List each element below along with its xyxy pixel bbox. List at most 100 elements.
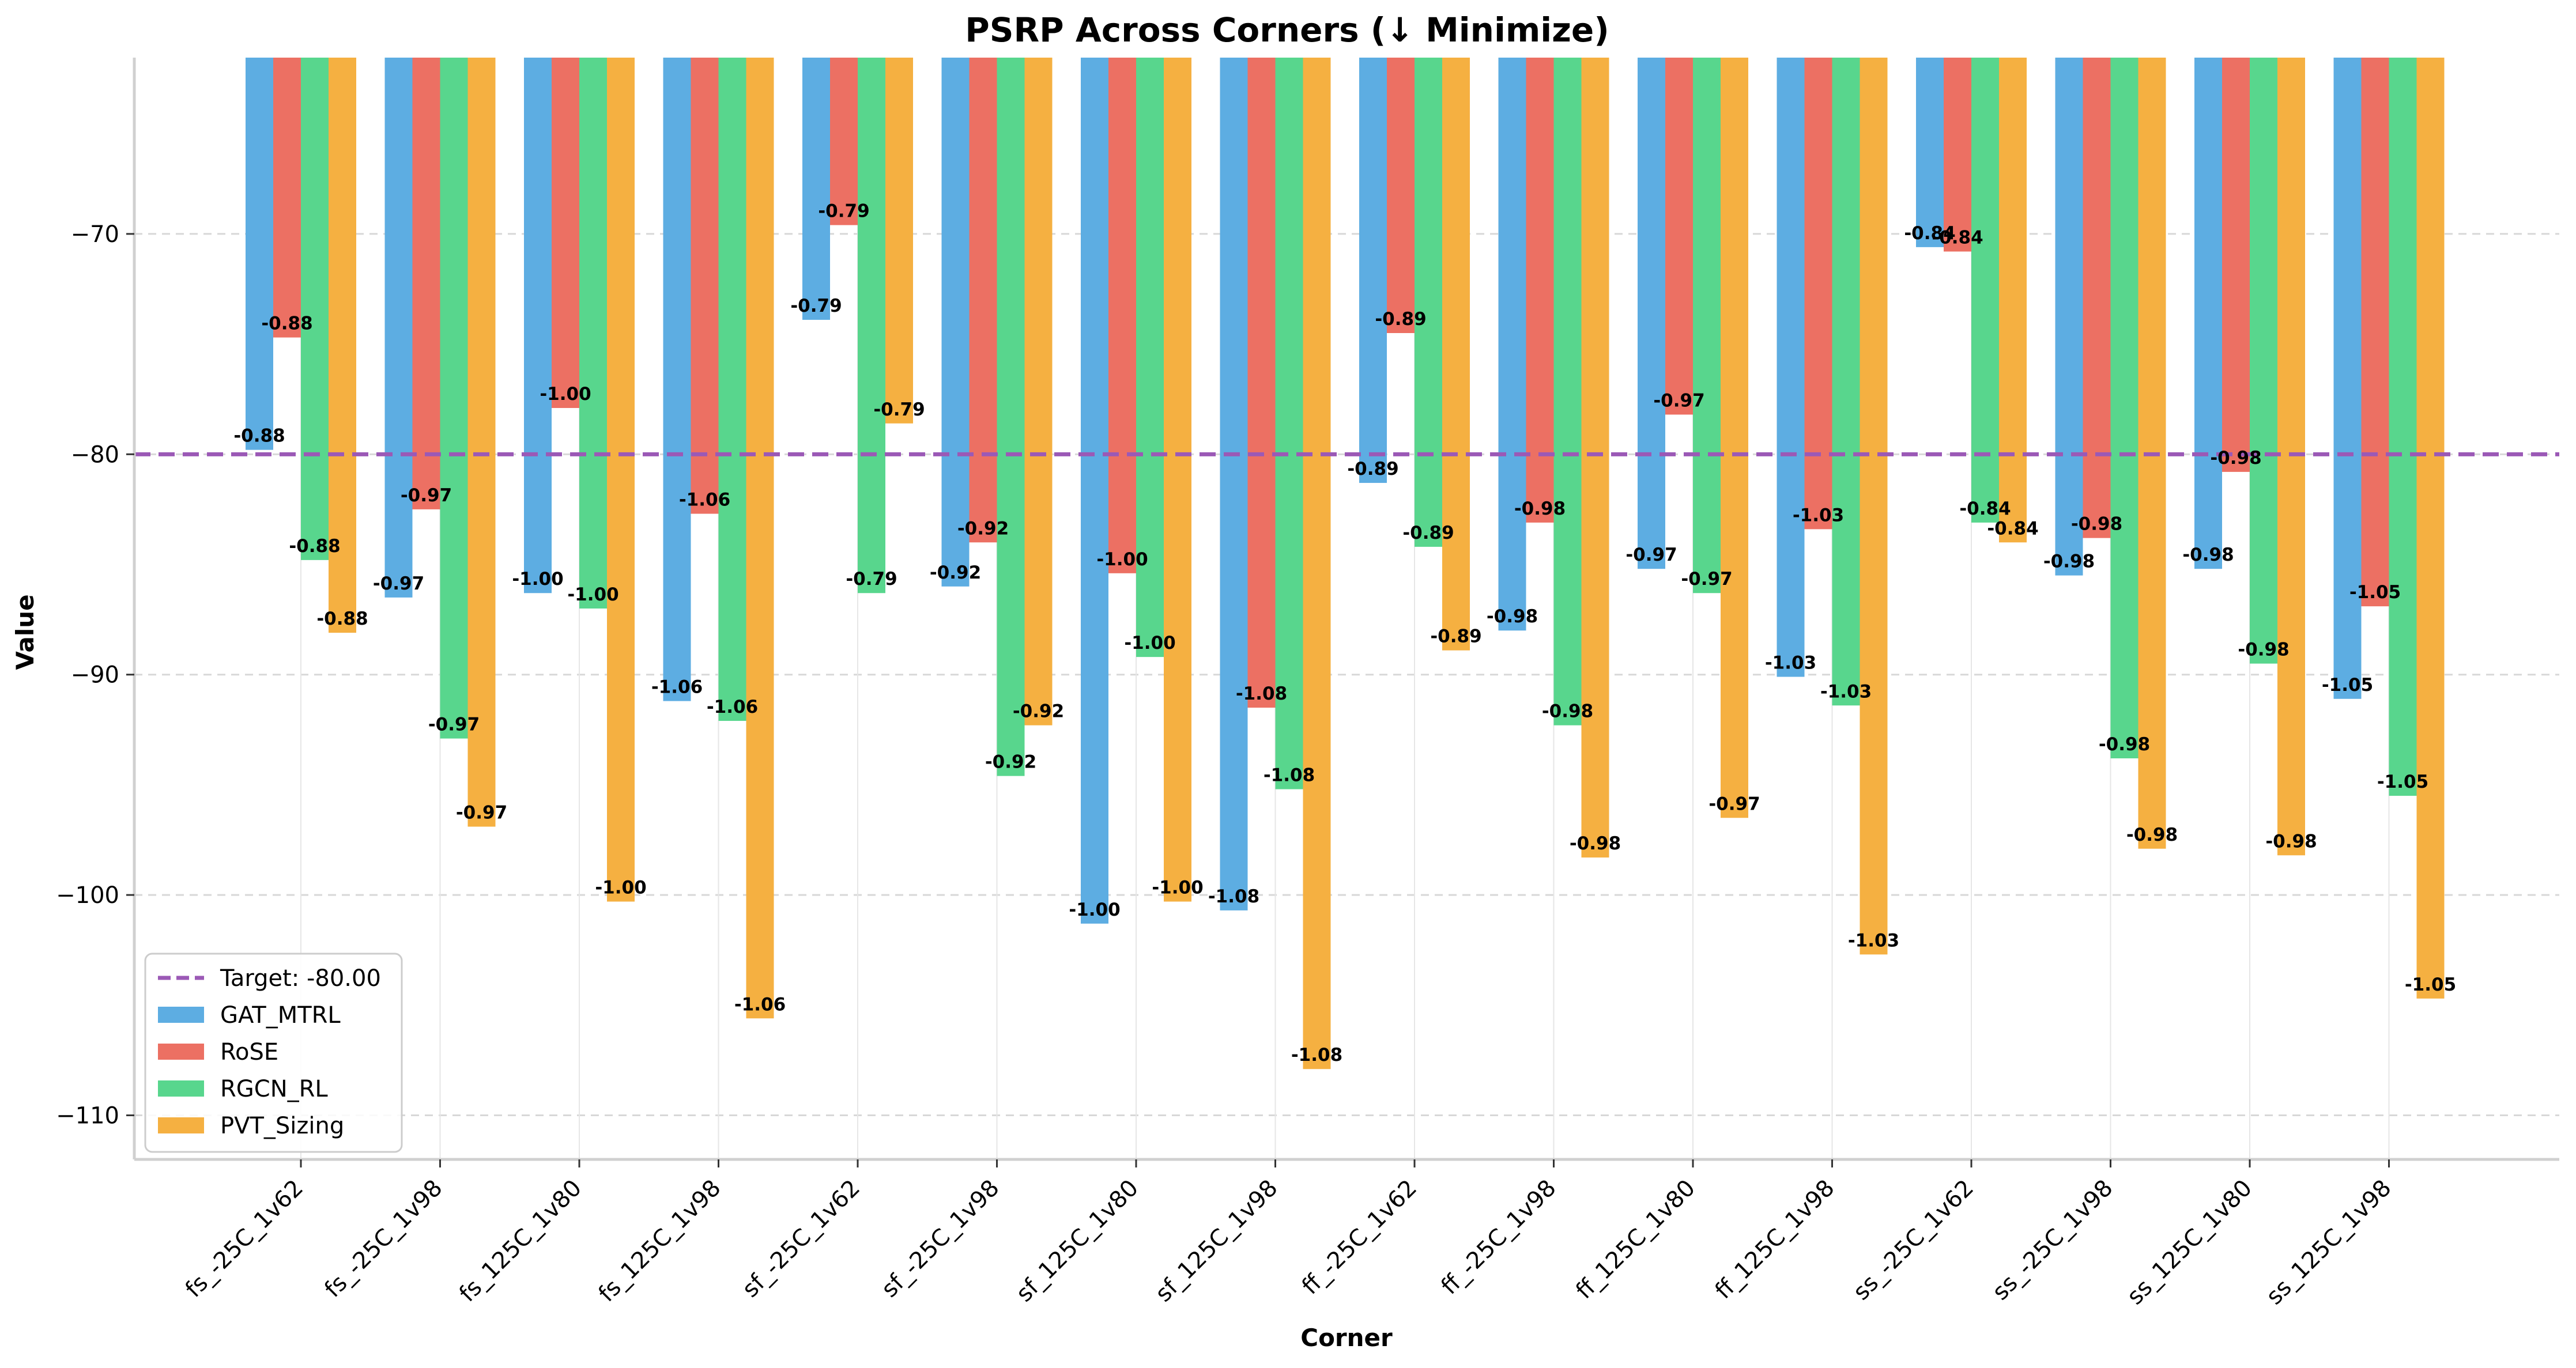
data-label: -1.08 [1236, 683, 1287, 704]
bar-PVT_Sizing-ss_125C_1v98 [2416, 58, 2445, 999]
chart-title: PSRP Across Corners (↓ Minimize) [965, 10, 1609, 50]
bar-RoSE-ff_125C_1v98 [1804, 58, 1832, 530]
bar-RoSE-fs_125C_1v98 [691, 58, 719, 514]
bar-RoSE-sf_-25C_1v62 [830, 58, 858, 225]
data-label: -0.92 [985, 752, 1036, 773]
bar-RGCN_RL-ss_125C_1v98 [2389, 58, 2417, 796]
data-label: -0.97 [428, 715, 480, 735]
data-label: -0.97 [401, 485, 452, 506]
data-label: -0.89 [1375, 309, 1426, 330]
y-tick-label: −90 [71, 662, 119, 689]
data-label: -1.00 [512, 569, 563, 589]
bar-PVT_Sizing-ff_-25C_1v62 [1442, 58, 1470, 651]
bar-RGCN_RL-fs_125C_1v98 [718, 58, 746, 721]
bar-RoSE-fs_-25C_1v62 [273, 58, 301, 338]
data-label: -0.98 [1487, 606, 1538, 627]
data-label: -0.98 [2182, 545, 2234, 565]
bar-GAT_MTRL-ss_-25C_1v62 [1916, 58, 1944, 247]
data-label: -0.88 [289, 536, 340, 557]
bar-RoSE-ss_125C_1v98 [2361, 58, 2389, 607]
bar-RoSE-ss_125C_1v80 [2222, 58, 2250, 472]
data-label: -0.98 [2238, 640, 2289, 660]
data-label: -1.08 [1291, 1045, 1342, 1065]
bar-RGCN_RL-sf_-25C_1v62 [858, 58, 885, 594]
bar-RGCN_RL-fs_-25C_1v98 [440, 58, 468, 739]
bar-RGCN_RL-sf_125C_1v80 [1136, 58, 1164, 657]
bar-GAT_MTRL-sf_125C_1v80 [1081, 58, 1108, 924]
bar-GAT_MTRL-sf_-25C_1v62 [802, 58, 830, 320]
data-label: -0.84 [1959, 498, 2011, 519]
bar-RoSE-sf_-25C_1v98 [969, 58, 997, 543]
data-label: -0.97 [1681, 569, 1732, 589]
data-label: -0.97 [373, 573, 424, 594]
bar-PVT_Sizing-fs_125C_1v80 [607, 58, 635, 902]
bar-GAT_MTRL-ss_-25C_1v98 [2055, 58, 2083, 576]
data-label: -0.79 [818, 201, 869, 222]
bar-RoSE-ff_125C_1v80 [1665, 58, 1693, 415]
bar-GAT_MTRL-fs_-25C_1v98 [384, 58, 413, 598]
bar-RGCN_RL-ss_-25C_1v62 [1971, 58, 1999, 523]
data-label: -0.89 [1402, 523, 1454, 543]
data-label: -0.97 [1708, 793, 1760, 814]
data-label: -1.05 [2405, 974, 2456, 995]
data-label: -1.03 [1793, 505, 1844, 526]
legend-swatch-PVT_Sizing [158, 1117, 204, 1133]
data-label: -0.79 [873, 399, 925, 420]
bar-RGCN_RL-sf_-25C_1v98 [997, 58, 1025, 776]
data-label: -1.03 [1765, 653, 1816, 674]
bar-PVT_Sizing-ff_125C_1v98 [1860, 58, 1888, 955]
bar-GAT_MTRL-ff_-25C_1v98 [1498, 58, 1526, 631]
data-label: -1.08 [1264, 765, 1315, 786]
bar-RGCN_RL-fs_-25C_1v62 [301, 58, 329, 560]
data-label: -1.00 [1124, 633, 1175, 653]
legend-swatch-RGCN_RL [158, 1080, 204, 1097]
data-label: -1.08 [1208, 886, 1259, 907]
legend-label-RGCN_RL: RGCN_RL [220, 1076, 328, 1102]
data-label: -0.92 [930, 562, 981, 583]
bar-RGCN_RL-fs_125C_1v80 [579, 58, 607, 609]
bar-RGCN_RL-ss_-25C_1v98 [2110, 58, 2139, 759]
bar-RoSE-sf_125C_1v80 [1108, 58, 1136, 573]
data-label: -1.06 [707, 697, 758, 717]
bar-GAT_MTRL-ss_125C_1v98 [2333, 58, 2362, 699]
bar-RGCN_RL-sf_125C_1v98 [1275, 58, 1303, 789]
bar-GAT_MTRL-sf_-25C_1v98 [941, 58, 970, 587]
bar-RGCN_RL-ss_125C_1v80 [2250, 58, 2277, 664]
data-label: -0.92 [1013, 701, 1064, 722]
data-label: -1.03 [1848, 930, 1899, 951]
data-label: -0.97 [1625, 545, 1677, 565]
bar-GAT_MTRL-fs_125C_1v98 [663, 58, 691, 701]
data-label: -0.98 [2265, 831, 2317, 852]
data-label: -0.98 [2043, 551, 2095, 572]
data-label: -0.88 [316, 609, 368, 629]
bar-PVT_Sizing-sf_-25C_1v62 [885, 58, 913, 424]
bar-PVT_Sizing-ff_-25C_1v98 [1581, 58, 1609, 858]
bar-PVT_Sizing-ff_125C_1v80 [1721, 58, 1748, 818]
bar-RoSE-fs_125C_1v80 [552, 58, 579, 409]
bars [246, 58, 2445, 1070]
data-label: -0.98 [2099, 734, 2150, 755]
data-label: -0.79 [790, 296, 842, 316]
bar-PVT_Sizing-ss_125C_1v80 [2277, 58, 2305, 856]
x-axis-title: Corner [1300, 1324, 1393, 1352]
data-label: -1.00 [1069, 900, 1120, 920]
bar-GAT_MTRL-fs_125C_1v80 [524, 58, 552, 594]
bar-RoSE-sf_125C_1v98 [1247, 58, 1276, 708]
y-tick-label: −100 [56, 882, 119, 909]
data-label: -0.79 [846, 569, 897, 589]
data-label: -0.84 [1904, 223, 1955, 244]
bar-GAT_MTRL-ff_125C_1v80 [1638, 58, 1665, 569]
legend-box [144, 953, 403, 1153]
data-label: -0.89 [1430, 626, 1481, 647]
bar-RGCN_RL-ff_-25C_1v98 [1553, 58, 1582, 725]
bar-PVT_Sizing-sf_-25C_1v98 [1024, 58, 1053, 725]
data-label: -0.97 [1653, 390, 1704, 411]
bar-RGCN_RL-ff_125C_1v98 [1832, 58, 1860, 706]
legend: Target: -80.00 GAT_MTRL RoSE RGCN_RL PVT_Siz… [144, 953, 403, 1153]
bar-GAT_MTRL-fs_-25C_1v62 [246, 58, 273, 450]
data-label: -1.00 [595, 878, 646, 898]
legend-swatch-RoSE [158, 1044, 204, 1060]
data-label: -1.00 [1152, 878, 1203, 898]
